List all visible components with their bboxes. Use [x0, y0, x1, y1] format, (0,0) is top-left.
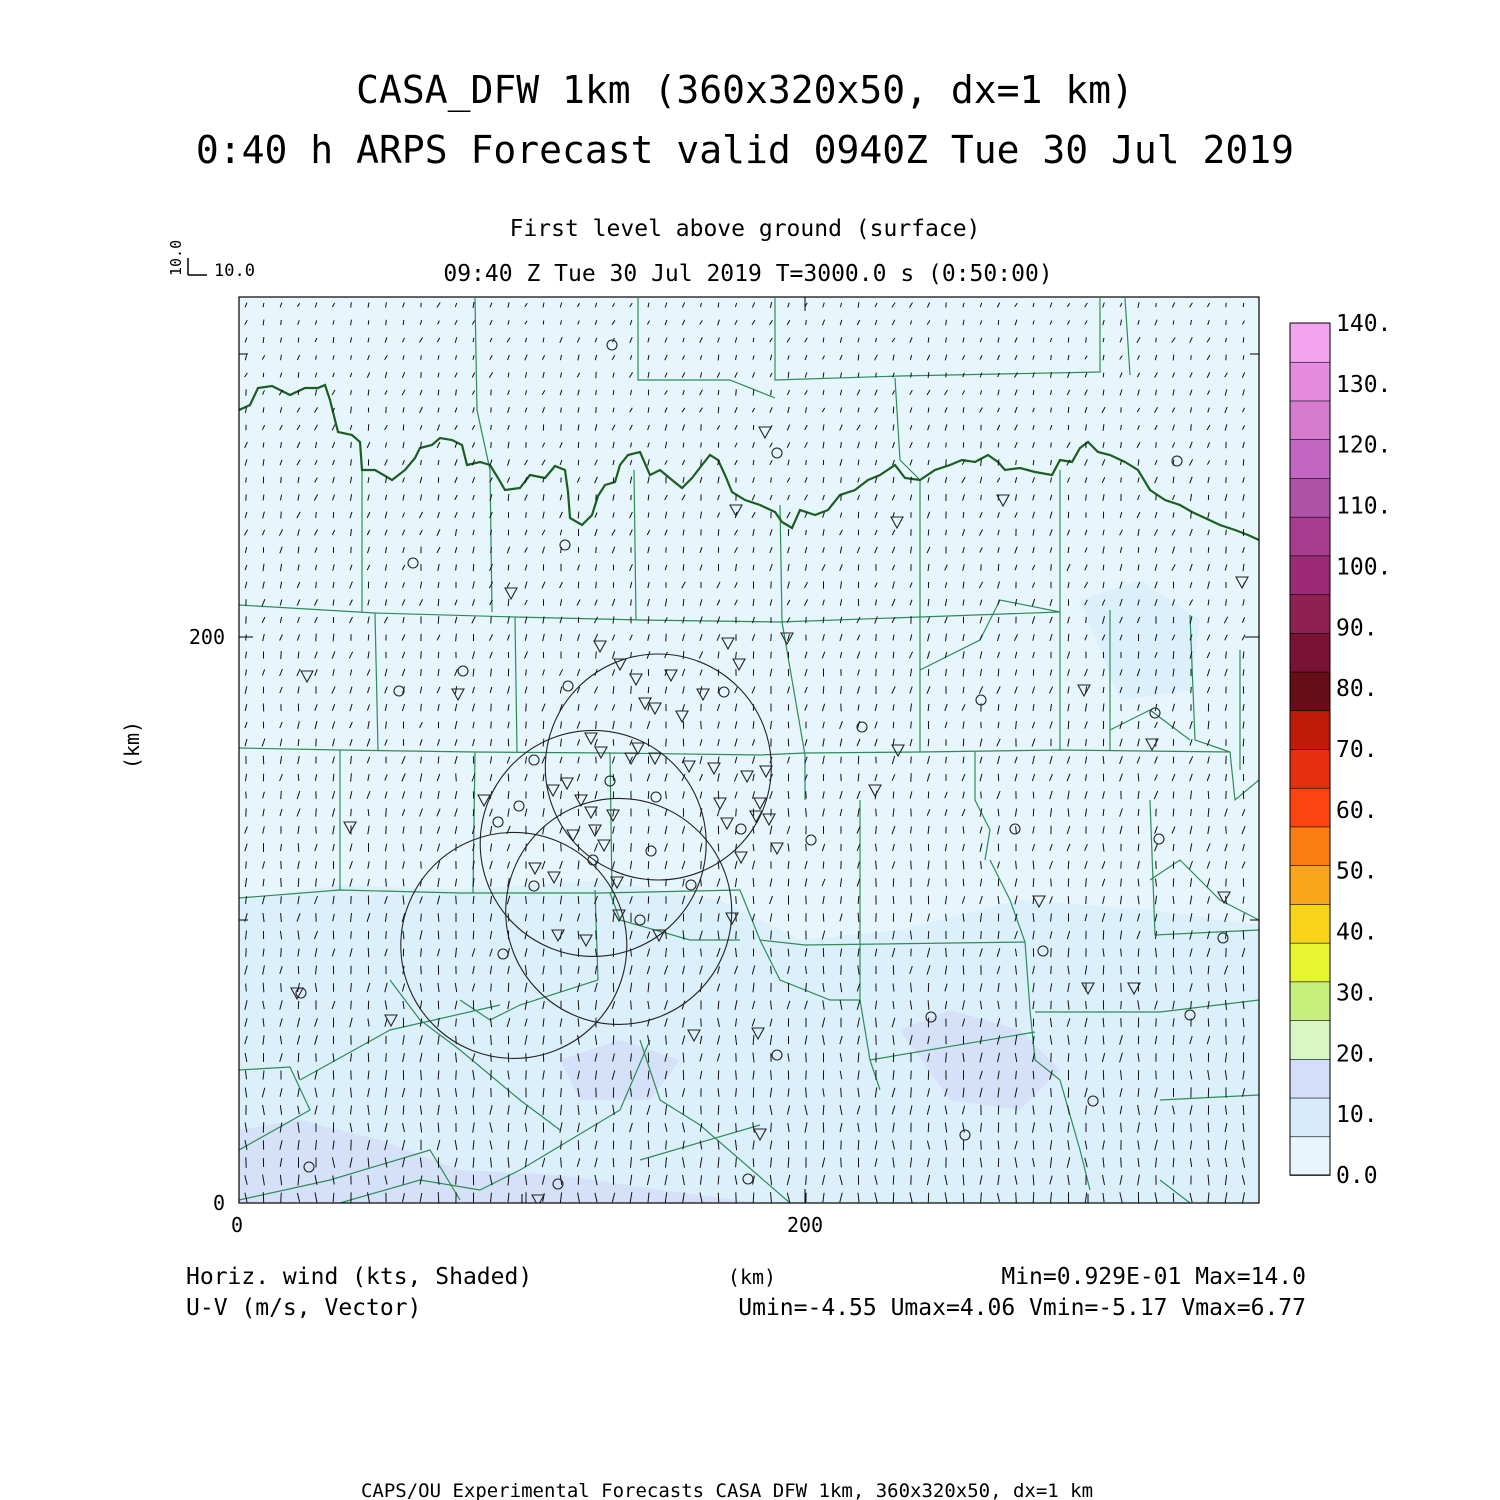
colorbar-label: 50.: [1336, 859, 1378, 885]
colorbar-swatch: [1289, 903, 1331, 944]
colorbar-swatch: [1289, 1058, 1331, 1099]
colorbar-label: 100.: [1336, 554, 1391, 580]
uv-stats: Umin=-4.55 Umax=4.06 Vmin=-5.17 Vmax=6.7…: [738, 1295, 1306, 1321]
colorbar-swatch: [1289, 1135, 1331, 1176]
radar-range-rings: [400, 653, 772, 1059]
vector-key: 10.0 10.0: [167, 240, 255, 281]
colorbar-swatch: [1289, 1097, 1331, 1138]
colorbar-label: 70.: [1336, 737, 1378, 763]
colorbar-label: 120.: [1336, 433, 1391, 459]
colorbar-label: 90.: [1336, 615, 1378, 641]
colorbar-swatch: [1289, 864, 1331, 905]
colorbar-swatch: [1289, 361, 1331, 402]
colorbar-swatch: [1289, 787, 1331, 828]
time-subtitle: 09:40 Z Tue 30 Jul 2019 T=3000.0 s (0:50…: [443, 261, 1052, 287]
title-line-2: 0:40 h ARPS Forecast valid 0940Z Tue 30 …: [196, 128, 1294, 172]
colorbar-label: 30.: [1336, 980, 1378, 1006]
colorbar-swatch: [1289, 826, 1331, 866]
colorbar-swatch: [1289, 593, 1331, 634]
colorbar-label: 20.: [1336, 1041, 1378, 1067]
colorbar-swatch: [1289, 400, 1331, 440]
vector-key-vertical-label: 10.0: [167, 240, 185, 276]
x-axis-label: (km): [728, 1265, 776, 1289]
colorbar-swatch: [1289, 322, 1331, 363]
y-tick-0: 0: [213, 1191, 225, 1215]
level-subtitle: First level above ground (surface): [510, 216, 981, 242]
colorbar-label: 40.: [1336, 920, 1378, 946]
colorbar-label: 0.0: [1336, 1163, 1378, 1189]
colorbar-label: 130.: [1336, 372, 1391, 398]
x-tick-200: 200: [787, 1213, 823, 1237]
shaded-field-label: Horiz. wind (kts, Shaded): [186, 1264, 532, 1290]
colorbar-label: 10.: [1336, 1102, 1378, 1128]
y-tick-200: 200: [189, 625, 225, 649]
colorbar: 0.0 10. 20. 30. 40. 50. 60. 70. 80. 90. 100. 110. 12…: [1289, 311, 1391, 1189]
colorbar-label: 60.: [1336, 798, 1378, 824]
colorbar-swatch: [1289, 477, 1331, 518]
y-axis-label: (km): [120, 721, 144, 769]
map-plot: [239, 297, 1259, 1203]
observation-stations: [290, 339, 1249, 1203]
colorbar-label: 110.: [1336, 494, 1391, 520]
vector-key-horizontal-label: 10.0: [214, 261, 255, 281]
colorbar-swatch: [1289, 555, 1331, 595]
colorbar-swatch: [1289, 516, 1331, 557]
colorbar-swatch: [1289, 1019, 1331, 1060]
colorbar-swatch: [1289, 632, 1331, 673]
red-river: [239, 383, 1259, 542]
colorbar-swatch: [1289, 748, 1331, 789]
colorbar-swatch: [1289, 671, 1331, 712]
range-ring: [479, 729, 707, 957]
plot-frame: [238, 296, 1260, 1204]
colorbar-label: 80.: [1336, 676, 1378, 702]
colorbar-swatch: [1289, 981, 1331, 1021]
x-tick-0: 0: [231, 1213, 243, 1237]
axis-ticks: [239, 297, 1259, 1203]
county-boundaries: [239, 297, 1259, 1203]
min-max-stats: Min=0.929E-01 Max=14.0: [1001, 1264, 1306, 1290]
colorbar-swatch: [1289, 438, 1331, 479]
range-ring: [505, 797, 733, 1025]
footer-credit: CAPS/OU Experimental Forecasts CASA DFW …: [361, 1480, 1093, 1500]
colorbar-swatch: [1289, 942, 1331, 983]
vector-field-label: U-V (m/s, Vector): [186, 1295, 421, 1321]
range-ring: [400, 831, 628, 1059]
colorbar-label: 140.: [1336, 311, 1391, 337]
title-line-1: CASA_DFW 1km (360x320x50, dx=1 km): [356, 68, 1134, 113]
colorbar-swatch: [1289, 709, 1331, 750]
